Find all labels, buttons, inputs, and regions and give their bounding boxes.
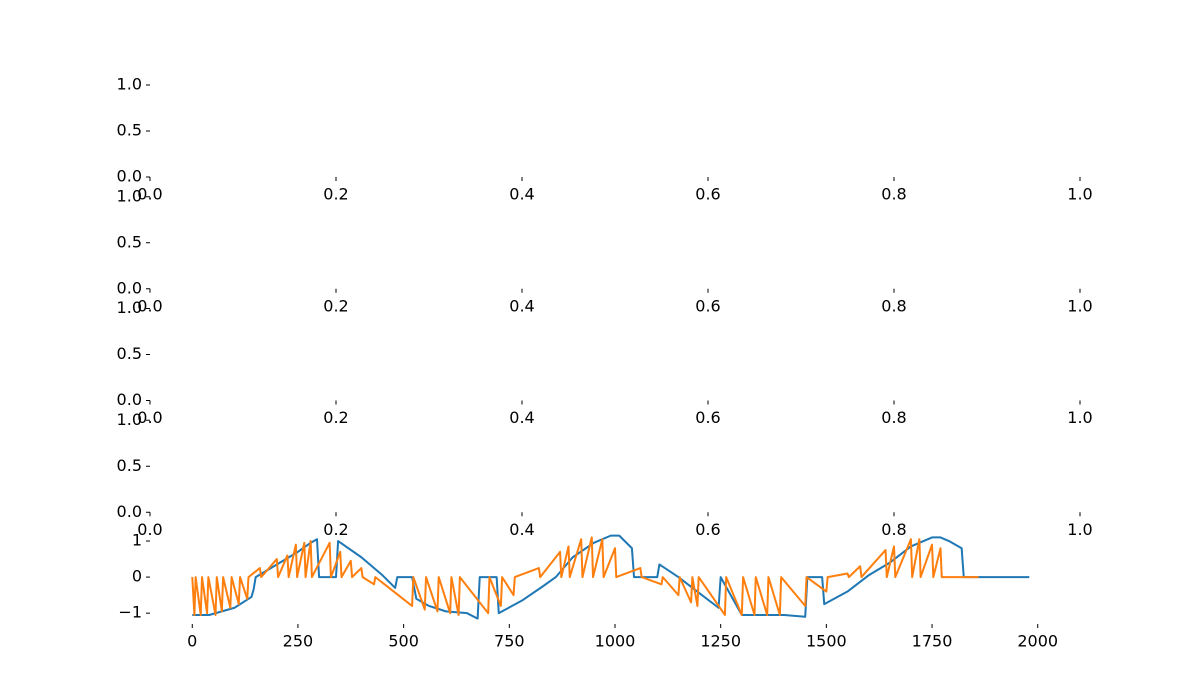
y-tick-label: 0.5 bbox=[117, 232, 142, 251]
y-tick-label: 0 bbox=[132, 567, 142, 586]
x-tick-label: 0.0 bbox=[137, 296, 162, 315]
y-tick-label: 0.5 bbox=[117, 121, 142, 140]
y-tick-label: −1 bbox=[118, 603, 142, 622]
x-tick-label: 0.2 bbox=[323, 520, 348, 539]
x-tick-label: 1000 bbox=[595, 632, 636, 651]
x-tick-label: 0.4 bbox=[509, 296, 534, 315]
x-tick-label: 0.4 bbox=[509, 185, 534, 204]
x-tick-label: 0.2 bbox=[323, 296, 348, 315]
y-tick-label: 0.5 bbox=[117, 344, 142, 363]
x-tick-label: 1250 bbox=[700, 632, 741, 651]
x-tick-label: 1.0 bbox=[1067, 520, 1092, 539]
x-tick-label: 0.0 bbox=[137, 185, 162, 204]
x-tick-label: 0.0 bbox=[137, 520, 162, 539]
y-tick-label: 0.0 bbox=[117, 502, 142, 521]
x-tick-label: 250 bbox=[283, 632, 314, 651]
x-tick-label: 0.6 bbox=[695, 520, 720, 539]
x-tick-label: 500 bbox=[388, 632, 419, 651]
x-tick-label: 0.4 bbox=[509, 520, 534, 539]
y-tick-label: 1 bbox=[132, 531, 142, 550]
x-tick-label: 0.8 bbox=[881, 185, 906, 204]
x-tick-label: 1.0 bbox=[1067, 408, 1092, 427]
y-tick-label: 0.0 bbox=[117, 167, 142, 186]
x-tick-label: 750 bbox=[494, 632, 525, 651]
y-tick-label: 1.0 bbox=[117, 186, 142, 205]
x-tick-label: 0.8 bbox=[881, 520, 906, 539]
y-tick-label: 0.5 bbox=[117, 456, 142, 475]
x-tick-label: 1750 bbox=[912, 632, 953, 651]
x-tick-label: 0.8 bbox=[881, 296, 906, 315]
y-tick-label: 1.0 bbox=[117, 75, 142, 94]
x-tick-label: 0.6 bbox=[695, 185, 720, 204]
x-tick-label: 0.4 bbox=[509, 408, 534, 427]
y-tick-label: 0.0 bbox=[117, 278, 142, 297]
series-line bbox=[191, 536, 979, 616]
x-tick-label: 1.0 bbox=[1067, 185, 1092, 204]
x-tick-label: 0.6 bbox=[695, 408, 720, 427]
x-tick-label: 2000 bbox=[1017, 632, 1058, 651]
x-tick-label: 0.2 bbox=[323, 185, 348, 204]
y-tick-label: 0.0 bbox=[117, 390, 142, 409]
y-tick-label: 1.0 bbox=[117, 298, 142, 317]
x-tick-label: 0.8 bbox=[881, 408, 906, 427]
x-tick-label: 0.6 bbox=[695, 296, 720, 315]
x-tick-label: 0.0 bbox=[137, 408, 162, 427]
x-tick-label: 1.0 bbox=[1067, 296, 1092, 315]
x-tick-label: 0.2 bbox=[323, 408, 348, 427]
series-line bbox=[192, 534, 1030, 620]
x-tick-label: 0 bbox=[187, 632, 197, 651]
y-tick-label: 1.0 bbox=[117, 410, 142, 429]
x-tick-label: 1500 bbox=[806, 632, 847, 651]
